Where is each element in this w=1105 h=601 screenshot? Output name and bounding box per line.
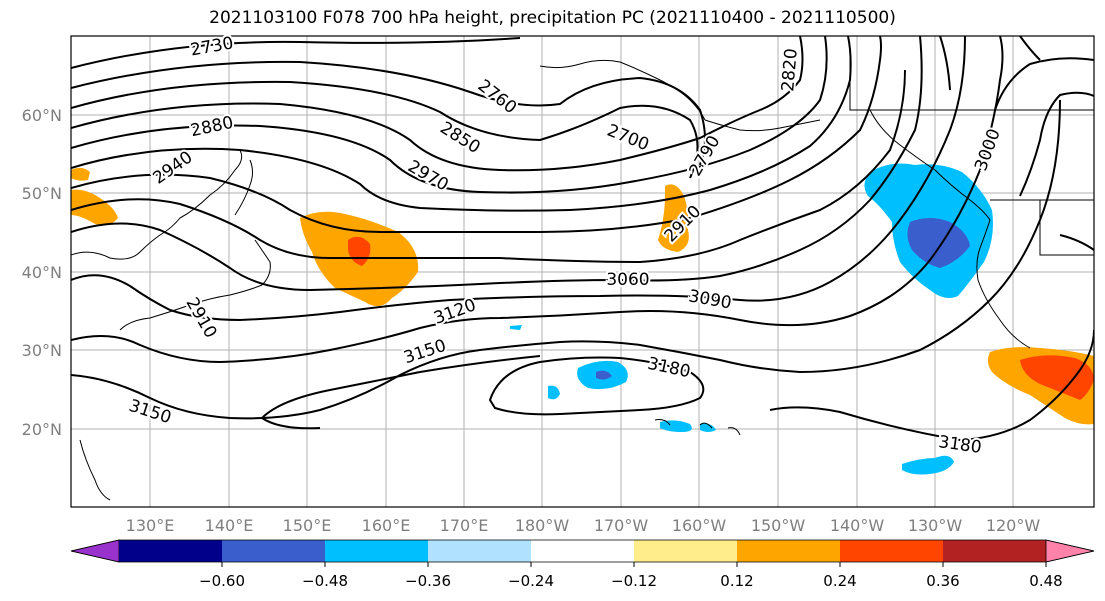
colorbar-segment <box>943 540 1047 562</box>
map-panel <box>71 36 1094 507</box>
longitude-labels: 130°E 140°E 150°E 160°E 170°E 180°W 170°W 160°W… <box>126 516 1041 535</box>
longitude-label: 150°W <box>751 516 806 535</box>
latitude-label: 20°N <box>22 420 62 439</box>
longitude-label: 180°W <box>515 516 570 535</box>
contour-label: 3060 <box>606 270 649 290</box>
colorbar-tick-label: −0.48 <box>302 572 348 590</box>
longitude-label: 130°W <box>908 516 963 535</box>
contour-label: 2820 <box>778 48 802 93</box>
colorbar-segment <box>119 540 223 562</box>
colorbar-extend-max <box>1045 539 1095 563</box>
longitude-label: 170°W <box>594 516 649 535</box>
colorbar-tick-label: −0.12 <box>611 572 657 590</box>
colorbar-ticks: −0.60 −0.48 −0.36 −0.24 −0.12 0.12 0.24 0.36 0.4… <box>199 562 1063 590</box>
colorbar-extend-min <box>70 539 120 563</box>
map-frame <box>70 35 1095 508</box>
latitude-label: 30°N <box>22 341 62 360</box>
colorbar-tick-label: 0.36 <box>926 572 959 590</box>
colorbar-outline <box>70 539 1095 563</box>
coastlines <box>71 50 1094 501</box>
colorbar-tick-label: 0.24 <box>823 572 856 590</box>
longitude-label: 150°E <box>283 516 332 535</box>
colorbar-segment <box>428 540 532 562</box>
colorbar-tick-label: −0.24 <box>508 572 554 590</box>
latitude-labels: 60°N 50°N 40°N 30°N 20°N <box>22 106 62 439</box>
longitude-label: 160°W <box>672 516 727 535</box>
colorbar-tick-label: 0.48 <box>1029 572 1062 590</box>
colorbar-segment <box>737 540 841 562</box>
colorbar-segment <box>325 540 429 562</box>
colorbar-segment <box>840 540 944 562</box>
longitude-label: 160°E <box>362 516 411 535</box>
colorbar-tick-label: −0.60 <box>199 572 245 590</box>
longitude-label: 140°E <box>205 516 254 535</box>
longitude-label: 170°E <box>440 516 489 535</box>
map-title: 2021103100 F078 700 hPa height, precipit… <box>209 8 896 28</box>
longitude-label: 120°W <box>986 516 1041 535</box>
longitude-label: 140°W <box>830 516 885 535</box>
colorbar-tick-label: −0.36 <box>405 572 451 590</box>
height-contours <box>71 36 1094 442</box>
colorbar-segment <box>634 540 738 562</box>
colorbar-segment <box>531 540 635 562</box>
colorbar-tick-label: 0.12 <box>720 572 753 590</box>
longitude-label: 130°E <box>126 516 175 535</box>
latitude-label: 40°N <box>22 263 62 282</box>
colorbar <box>70 539 1095 563</box>
latitude-label: 60°N <box>22 106 62 125</box>
latitude-label: 50°N <box>22 184 62 203</box>
colorbar-segment <box>222 540 326 562</box>
